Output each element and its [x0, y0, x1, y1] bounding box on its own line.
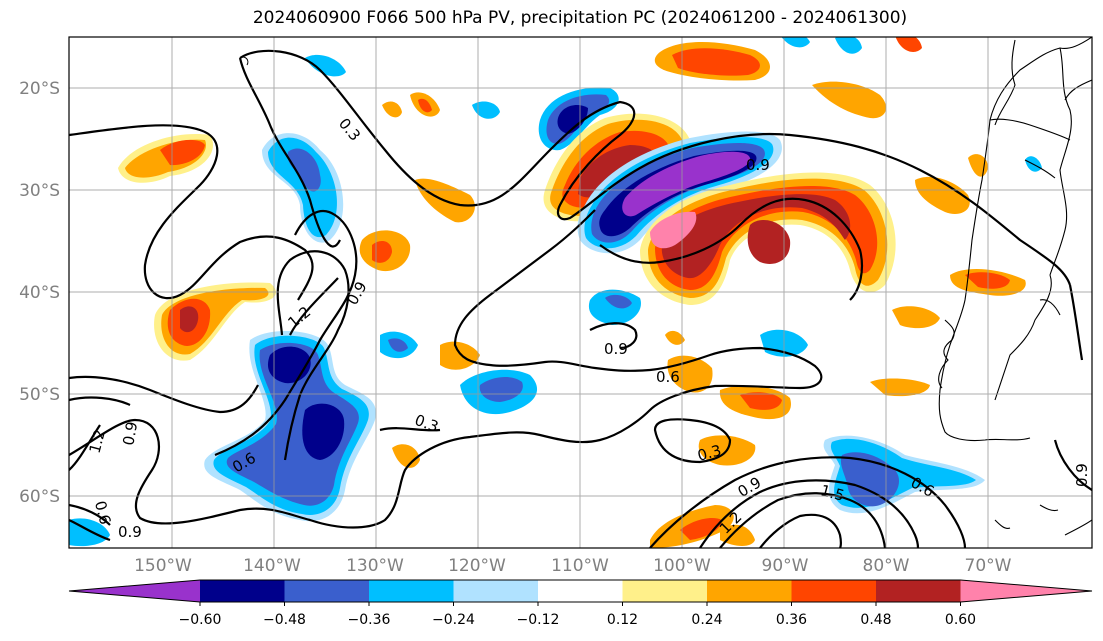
colorbar-swatch-2 [284, 580, 369, 602]
colorbar-label-3: −0.36 [348, 612, 391, 628]
colorbar-label-4: −0.24 [432, 612, 475, 628]
colorbar-label-1: −0.60 [179, 612, 222, 628]
precip-shading [69, 37, 1042, 548]
colorbar-swatch-4 [453, 580, 538, 602]
colorbar-label-6: 0.12 [607, 612, 638, 628]
colorbar-swatch-8 [791, 580, 876, 602]
colorbar-swatch-6 [622, 580, 707, 602]
lon-label-100w: 100°W [653, 556, 711, 576]
lon-label-70w: 70°W [965, 556, 1012, 576]
contour-label-15: 1.2 [86, 428, 110, 456]
lon-label-80w: 80°W [863, 556, 910, 576]
lat-label-30s: 30°S [19, 181, 60, 201]
contour-label-17: 0.9 [1073, 463, 1091, 487]
lon-label-140w: 140°W [243, 556, 301, 576]
colorbar-label-5: −0.12 [517, 612, 560, 628]
colorbar-swatch-7 [707, 580, 792, 602]
lat-label-20s: 20°S [19, 79, 60, 99]
pv-contours [69, 49, 1092, 548]
lon-label-120w: 120°W [448, 556, 506, 576]
lon-label-130w: 130°W [346, 556, 404, 576]
small-island-outline [239, 56, 249, 66]
gridlines [69, 37, 1092, 548]
map-frame [68, 36, 1093, 549]
colorbar-label-10: 0.60 [945, 612, 976, 628]
lon-label-90w: 90°W [762, 556, 809, 576]
contour-label-7: 0.6 [656, 368, 680, 386]
contour-label-6: 0.3 [412, 411, 441, 436]
lat-label-50s: 50°S [19, 385, 60, 405]
colorbar-swatch-3 [369, 580, 454, 602]
colorbar-swatch-5 [538, 580, 623, 602]
lat-label-40s: 40°S [19, 283, 60, 303]
lon-label-150w: 150°W [134, 556, 192, 576]
contour-label-18: 0.6 [91, 499, 115, 527]
contour-label-14: 0.9 [118, 523, 142, 541]
colorbar-label-2: −0.48 [263, 612, 306, 628]
colorbar-swatch-highest [960, 580, 1092, 602]
contour-label-16: 0.9 [119, 420, 141, 447]
contour-label-8: 0.9 [604, 340, 628, 358]
longitude-labels: 150°W 140°W 130°W 120°W 110°W 100°W 90°W… [134, 556, 1012, 576]
colorbar: −0.60 −0.48 −0.36 −0.24 −0.12 0.12 0.24 … [68, 579, 1093, 628]
latitude-labels: 20°S 30°S 40°S 50°S 60°S [19, 79, 60, 507]
colorbar-swatch-9 [876, 580, 961, 602]
map-title: 2024060900 F066 500 hPa PV, precipitatio… [252, 8, 908, 28]
contour-label-2: 0.9 [746, 156, 770, 174]
contour-label-9: 0.3 [696, 441, 724, 465]
colorbar-label-8: 0.36 [776, 612, 807, 628]
contour-label-12: 1.5 [819, 481, 847, 505]
colorbar-swatch-1 [200, 580, 285, 602]
colorbar-label-7: 0.24 [691, 612, 722, 628]
lat-label-60s: 60°S [19, 487, 60, 507]
colorbar-swatch-lowest [69, 580, 200, 602]
lon-label-110w: 110°W [551, 556, 609, 576]
colorbar-label-9: 0.48 [860, 612, 891, 628]
